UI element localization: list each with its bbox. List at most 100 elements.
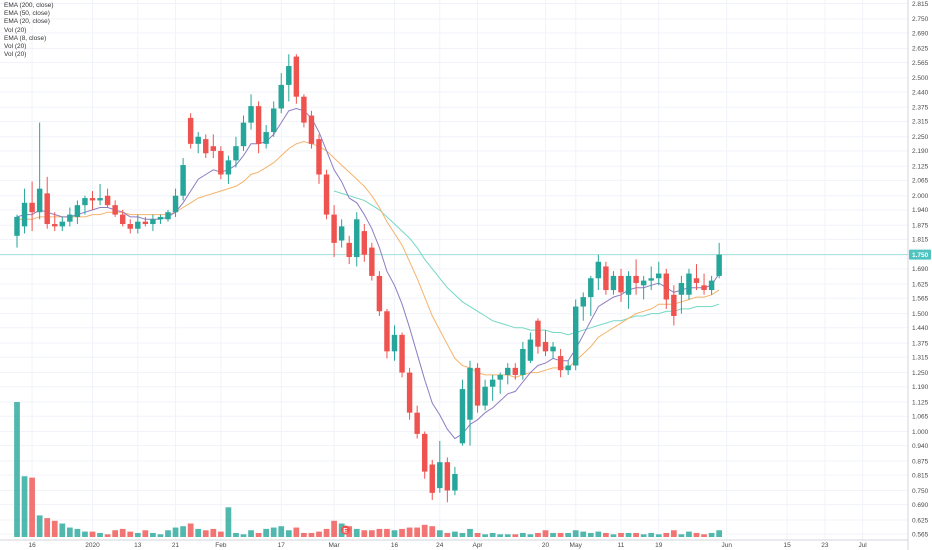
- candle[interactable]: [338, 219, 345, 248]
- candle[interactable]: [255, 101, 262, 154]
- legend-item-ema8[interactable]: EMA (8, close): [4, 34, 47, 42]
- candle[interactable]: [308, 110, 315, 149]
- earnings-marker-icon[interactable]: [340, 525, 350, 535]
- candle[interactable]: [157, 214, 164, 225]
- legend-item-vol-3[interactable]: Vol (20): [4, 51, 27, 59]
- candle[interactable]: [452, 466, 458, 496]
- candle[interactable]: [595, 254, 602, 291]
- candle[interactable]: [301, 94, 307, 128]
- candle[interactable]: [527, 332, 534, 364]
- candle[interactable]: [29, 181, 35, 232]
- candle[interactable]: [467, 360, 473, 446]
- candle[interactable]: [708, 275, 715, 295]
- candle[interactable]: [52, 212, 58, 232]
- candle[interactable]: [135, 214, 141, 234]
- candle[interactable]: [346, 235, 352, 265]
- candle[interactable]: [119, 209, 126, 227]
- candle[interactable]: [550, 341, 556, 359]
- candle[interactable]: [361, 224, 368, 262]
- candle[interactable]: [565, 360, 571, 375]
- candle[interactable]: [520, 341, 526, 380]
- candle[interactable]: [678, 275, 685, 314]
- candle[interactable]: [701, 273, 707, 295]
- candle[interactable]: [331, 205, 337, 258]
- candle[interactable]: [104, 188, 111, 208]
- candle[interactable]: [74, 200, 81, 225]
- candle[interactable]: [414, 405, 420, 439]
- candle[interactable]: [693, 264, 700, 291]
- candle[interactable]: [172, 188, 179, 217]
- candle[interactable]: [399, 332, 405, 378]
- candle[interactable]: [474, 363, 481, 413]
- candle[interactable]: [286, 54, 292, 102]
- candle[interactable]: [263, 124, 269, 149]
- candle[interactable]: [459, 379, 466, 446]
- candle[interactable]: [429, 459, 435, 500]
- legend-item-ema50[interactable]: EMA (50, close): [4, 10, 50, 18]
- candle[interactable]: [225, 155, 232, 184]
- candle[interactable]: [112, 200, 118, 217]
- candle[interactable]: [89, 191, 96, 210]
- candle[interactable]: [21, 188, 28, 234]
- candle[interactable]: [557, 348, 564, 378]
- candle[interactable]: [497, 372, 503, 394]
- candle[interactable]: [437, 440, 443, 493]
- candle[interactable]: [535, 318, 541, 354]
- candle[interactable]: [165, 209, 171, 222]
- candle[interactable]: [218, 146, 224, 180]
- candle[interactable]: [316, 134, 322, 184]
- legend-item-vol-2[interactable]: Vol (20): [4, 43, 27, 51]
- candle[interactable]: [512, 363, 519, 380]
- candle[interactable]: [542, 330, 549, 357]
- candle[interactable]: [210, 134, 217, 158]
- candle[interactable]: [391, 325, 398, 361]
- candle[interactable]: [36, 122, 43, 220]
- candle[interactable]: [444, 457, 451, 503]
- candle[interactable]: [580, 292, 586, 321]
- candle[interactable]: [323, 169, 330, 220]
- candle[interactable]: [603, 261, 609, 295]
- candle[interactable]: [195, 132, 201, 154]
- legend-item-ema20[interactable]: EMA (20, close): [4, 18, 50, 26]
- earnings-marker-layer[interactable]: E: [340, 525, 350, 535]
- candle[interactable]: [127, 219, 133, 234]
- candle[interactable]: [82, 195, 88, 215]
- candle[interactable]: [376, 271, 383, 316]
- candle[interactable]: [663, 268, 670, 309]
- candle[interactable]: [59, 216, 66, 232]
- candle-layer[interactable]: [14, 54, 722, 503]
- candle[interactable]: [14, 214, 20, 248]
- candle[interactable]: [421, 431, 428, 479]
- candle[interactable]: [150, 214, 156, 232]
- legend-item-vol[interactable]: Vol (20): [4, 26, 27, 34]
- candle[interactable]: [656, 261, 662, 286]
- candle[interactable]: [618, 268, 624, 302]
- candle[interactable]: [384, 308, 390, 359]
- candle[interactable]: [640, 275, 647, 300]
- candle[interactable]: [671, 285, 677, 326]
- candle[interactable]: [648, 266, 654, 291]
- candle[interactable]: [203, 134, 209, 158]
- candle[interactable]: [716, 242, 722, 279]
- candle[interactable]: [67, 207, 73, 227]
- candle[interactable]: [610, 271, 617, 295]
- candle[interactable]: [482, 379, 488, 411]
- candle[interactable]: [233, 136, 239, 168]
- candle[interactable]: [142, 216, 149, 227]
- candle[interactable]: [278, 73, 284, 114]
- candle[interactable]: [240, 115, 247, 151]
- candle[interactable]: [572, 299, 579, 371]
- legend-item-ema200[interactable]: EMA (200, close): [4, 2, 54, 9]
- candle[interactable]: [187, 113, 194, 149]
- candle[interactable]: [505, 363, 511, 385]
- candle[interactable]: [406, 367, 413, 420]
- candle[interactable]: [180, 157, 186, 201]
- candle[interactable]: [686, 268, 692, 300]
- candle[interactable]: [633, 259, 639, 295]
- candle[interactable]: [625, 271, 632, 309]
- candle[interactable]: [97, 183, 103, 206]
- candle[interactable]: [354, 212, 360, 267]
- candle[interactable]: [248, 94, 254, 130]
